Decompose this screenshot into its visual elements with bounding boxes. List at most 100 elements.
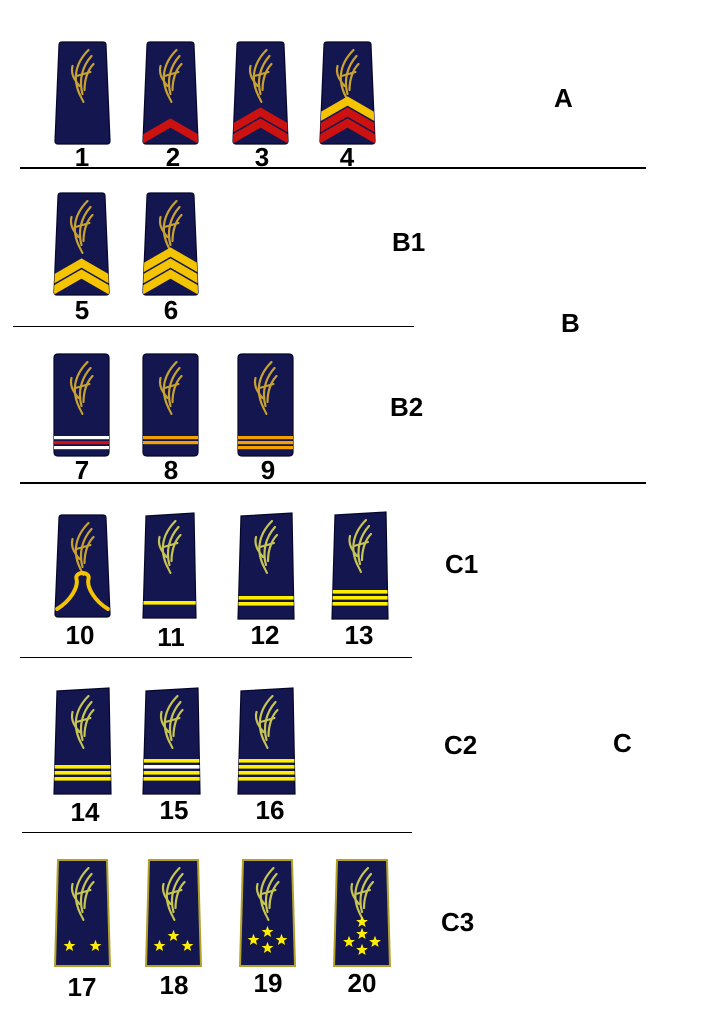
rank-stripe: [143, 759, 200, 763]
shoulder-board-15: [142, 687, 201, 795]
rank-stripe: [332, 590, 388, 594]
shoulder-board-9: [237, 353, 294, 457]
divider-c2-c3: [22, 832, 412, 833]
shoulder-board-10: [54, 514, 111, 618]
star-icon: [153, 939, 166, 952]
rank-stripe: [143, 601, 196, 605]
star-icon: [89, 939, 102, 952]
divider-a-b: [20, 167, 646, 169]
insignia-number-15: 15: [159, 795, 189, 825]
star-icon: [63, 939, 76, 952]
insignia-number-3: 3: [254, 142, 270, 172]
rank-stripe: [238, 596, 294, 600]
wings-emblem-icon: [159, 694, 184, 749]
wings-emblem-icon: [158, 360, 183, 415]
star-icon: [343, 935, 355, 948]
wings-emblem-icon: [70, 694, 95, 749]
shoulder-board-18: [144, 859, 203, 967]
chevron-stripe: [233, 107, 288, 133]
shoulder-board-13: [331, 511, 389, 620]
star-icon: [356, 927, 368, 940]
star-icon: [369, 935, 381, 948]
wings-emblem-icon: [350, 866, 375, 921]
wings-emblem-icon: [70, 48, 95, 103]
insignia-number-4: 4: [339, 142, 355, 172]
insignia-number-5: 5: [74, 295, 90, 325]
insignia-number-10: 10: [65, 620, 95, 650]
wings-emblem-icon: [254, 694, 279, 749]
chevron-stripe: [54, 258, 109, 284]
divider-c1-c2: [20, 657, 412, 658]
rank-bar: [54, 436, 109, 440]
shoulder-board-7: [53, 353, 110, 457]
rank-bar: [54, 446, 109, 450]
chevron-stripe: [320, 118, 375, 144]
group-label-c2: C2: [444, 730, 478, 760]
wings-emblem-icon: [348, 518, 373, 573]
rank-stripe: [238, 602, 294, 606]
wings-emblem-icon: [158, 48, 183, 103]
chevron-stripe: [54, 269, 109, 295]
rank-stripe: [332, 602, 388, 606]
rank-stripe: [54, 771, 111, 775]
shoulder-board-8: [142, 353, 199, 457]
rank-stripe: [143, 771, 200, 775]
group-label-a: A: [554, 83, 573, 113]
chevron-stripe: [320, 107, 375, 133]
rank-bar: [143, 441, 198, 445]
group-label-b2: B2: [390, 392, 424, 422]
insignia-number-20: 20: [347, 968, 377, 998]
shoulder-board-4: [319, 41, 376, 145]
rank-bar: [238, 441, 293, 445]
chevron-stripe: [143, 118, 198, 144]
insignia-number-14: 14: [70, 797, 100, 827]
shoulder-board-12: [237, 512, 295, 620]
star-icon: [181, 939, 194, 952]
shoulder-board-11: [142, 512, 197, 619]
chevron-stripe: [143, 247, 198, 273]
wings-emblem-icon: [161, 866, 186, 921]
chevron-stripe: [143, 269, 198, 295]
rank-stripe: [238, 777, 295, 781]
shoulder-board-5: [53, 192, 110, 296]
rank-stripe: [238, 771, 295, 775]
wings-emblem-icon: [70, 866, 95, 921]
rank-stripe: [54, 777, 111, 781]
rank-bar: [143, 436, 198, 440]
shoulder-board-19: [238, 859, 297, 967]
rank-stripe: [332, 596, 388, 600]
shoulder-board-20: [332, 859, 392, 967]
shoulder-board-17: [53, 859, 112, 967]
insignia-number-16: 16: [255, 795, 285, 825]
insignia-number-17: 17: [67, 972, 97, 1002]
wings-emblem-icon: [335, 48, 360, 103]
rank-stripe: [238, 759, 295, 763]
wings-emblem-icon: [254, 519, 279, 574]
wings-emblem-icon: [157, 519, 182, 574]
knot-braid: [55, 571, 110, 611]
rank-bar: [54, 441, 109, 445]
star-icon: [167, 929, 180, 942]
insignia-number-1: 1: [74, 142, 90, 172]
insignia-number-13: 13: [344, 620, 374, 650]
wings-emblem-icon: [70, 521, 95, 576]
star-icon: [247, 933, 260, 946]
divider-b-c: [20, 482, 646, 484]
insignia-number-19: 19: [253, 968, 283, 998]
shoulder-board-14: [53, 687, 112, 795]
insignia-number-9: 9: [260, 455, 276, 485]
rank-stripe: [143, 765, 200, 769]
insignia-number-7: 7: [74, 455, 90, 485]
insignia-number-2: 2: [165, 142, 181, 172]
shoulder-board-1: [54, 41, 111, 145]
wings-emblem-icon: [69, 360, 94, 415]
insignia-number-8: 8: [163, 455, 179, 485]
divider-b1-b2: [13, 326, 414, 327]
wings-emblem-icon: [253, 360, 278, 415]
rank-bar: [238, 446, 293, 450]
wings-emblem-icon: [69, 199, 94, 254]
star-icon: [356, 943, 368, 956]
rank-stripe: [54, 765, 111, 769]
